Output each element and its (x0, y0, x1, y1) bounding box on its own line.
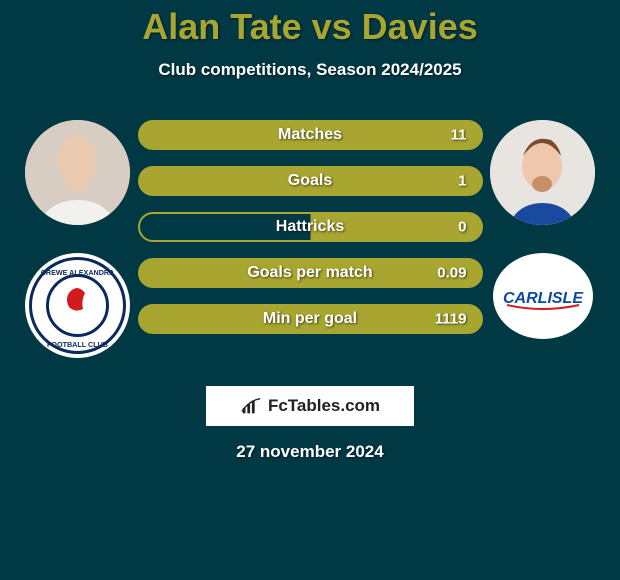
stat-bars: Matches 11 Goals 1 Hattricks 0 Goals per… (138, 110, 483, 334)
right-player-avatar (490, 120, 595, 225)
crewe-badge-icon: CREWE ALEXANDRA FOOTBALL CLUB (25, 253, 130, 358)
season-subtitle: Club competitions, Season 2024/2025 (0, 60, 620, 80)
stat-label: Goals per match (247, 264, 372, 282)
stat-bar-matches: Matches 11 (138, 120, 483, 150)
right-club-badge: CARLISLE (493, 253, 593, 339)
right-player-column: CARLISLE (483, 110, 603, 339)
stat-right-value: 1119 (435, 311, 467, 328)
stat-label: Matches (278, 126, 342, 144)
stat-right-value: 11 (451, 127, 467, 144)
brand-badge: FcTables.com (206, 386, 414, 426)
stat-label: Goals (288, 172, 332, 190)
brand-text: FcTables.com (268, 396, 380, 416)
svg-text:CREWE ALEXANDRA: CREWE ALEXANDRA (41, 268, 115, 277)
comparison-card: Alan Tate vs Davies Club competitions, S… (0, 0, 620, 462)
date-line: 27 november 2024 (0, 442, 620, 462)
stat-label: Hattricks (276, 218, 344, 236)
person-icon (490, 120, 595, 225)
carlisle-badge-icon: CARLISLE (493, 253, 593, 339)
left-player-column: CREWE ALEXANDRA FOOTBALL CLUB (18, 110, 138, 358)
left-club-badge: CREWE ALEXANDRA FOOTBALL CLUB (25, 253, 130, 358)
svg-text:FOOTBALL CLUB: FOOTBALL CLUB (47, 340, 108, 349)
stat-right-value: 0.09 (437, 265, 466, 282)
stat-bar-goals: Goals 1 (138, 166, 483, 196)
svg-text:CARLISLE: CARLISLE (503, 290, 584, 307)
page-title: Alan Tate vs Davies (0, 6, 620, 48)
chart-icon (240, 395, 262, 417)
left-player-avatar (25, 120, 130, 225)
stat-bar-goals-per-match: Goals per match 0.09 (138, 258, 483, 288)
stat-label: Min per goal (263, 310, 357, 328)
stat-bar-hattricks: Hattricks 0 (138, 212, 483, 242)
stat-right-value: 0 (458, 219, 466, 236)
stat-bar-min-per-goal: Min per goal 1119 (138, 304, 483, 334)
body-row: CREWE ALEXANDRA FOOTBALL CLUB Matches 11… (0, 110, 620, 358)
stat-right-value: 1 (458, 173, 466, 190)
person-icon (25, 120, 130, 225)
